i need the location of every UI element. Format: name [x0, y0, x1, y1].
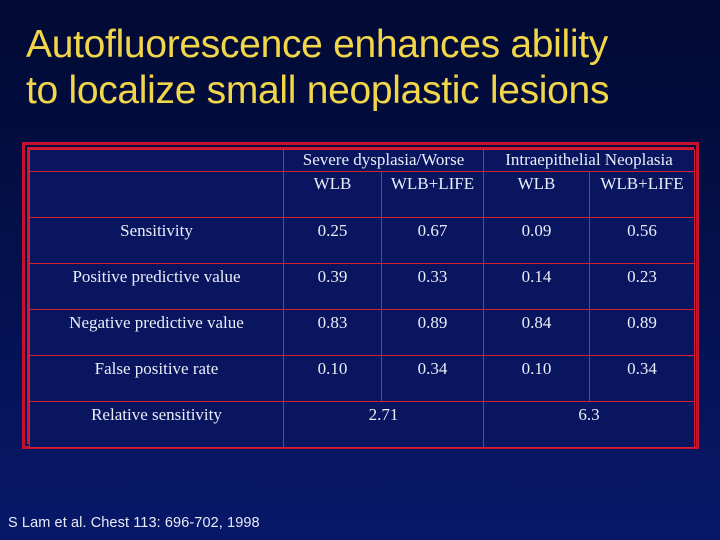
subheader-sd-wlb-life: WLB+LIFE — [381, 171, 484, 218]
table-cell: 0.25 — [283, 217, 382, 264]
row-label: Sensitivity — [29, 217, 284, 264]
table-cell: 0.10 — [283, 355, 382, 402]
subheader-in-wlb-life: WLB+LIFE — [588, 171, 696, 218]
table-row-false-positive-rate: False positive rate 0.10 0.34 0.10 0.34 — [29, 355, 696, 402]
table-cell: 0.56 — [588, 217, 696, 264]
table-cell: 0.89 — [381, 309, 484, 356]
group-header-intraepithelial-neoplasia: Intraepithelial Neoplasia — [482, 149, 696, 172]
table-cell: 0.89 — [588, 309, 696, 356]
table-cell: 0.83 — [283, 309, 382, 356]
row-label: False positive rate — [29, 355, 284, 402]
row-label: Positive predictive value — [29, 263, 284, 310]
table-cell: 0.67 — [381, 217, 484, 264]
row-label: Relative sensitivity — [29, 401, 284, 448]
table-cell: 0.39 — [283, 263, 382, 310]
slide-title: Autofluorescence enhances ability to loc… — [26, 22, 716, 114]
table-row-relative-sensitivity: Relative sensitivity 2.71 6.3 — [29, 401, 696, 448]
group-header-severe-dysplasia: Severe dysplasia/Worse — [283, 149, 484, 172]
results-table: Severe dysplasia/Worse Intraepithelial N… — [29, 149, 696, 448]
table-cell: 0.23 — [588, 263, 696, 310]
table-cell: 0.10 — [483, 355, 590, 402]
table-cell: 0.34 — [381, 355, 484, 402]
table-cell: 0.34 — [588, 355, 696, 402]
table-row-negative-predictive-value: Negative predictive value 0.83 0.89 0.84… — [29, 309, 696, 356]
table-sub-header-row: WLB WLB+LIFE WLB WLB+LIFE — [29, 171, 696, 218]
slide-title-line-1: Autofluorescence enhances ability — [26, 23, 608, 66]
subheader-sd-wlb: WLB — [283, 171, 382, 218]
table-cell: 0.14 — [483, 263, 590, 310]
table-cell: 0.33 — [381, 263, 484, 310]
table-cell: 0.09 — [483, 217, 590, 264]
citation: S Lam et al. Chest 113: 696-702, 1998 — [8, 515, 260, 531]
empty-subheader-cell — [29, 171, 284, 218]
row-label: Negative predictive value — [29, 309, 284, 356]
relative-sensitivity-severe-dysplasia: 2.71 — [283, 401, 484, 448]
relative-sensitivity-intraepithelial-neoplasia: 6.3 — [482, 401, 696, 448]
table-group-header-row: Severe dysplasia/Worse Intraepithelial N… — [29, 149, 696, 172]
slide-title-line-2: to localize small neoplastic lesions — [26, 69, 610, 112]
table-cell: 0.84 — [483, 309, 590, 356]
table-row-sensitivity: Sensitivity 0.25 0.67 0.09 0.56 — [29, 217, 696, 264]
subheader-in-wlb: WLB — [483, 171, 590, 218]
table-row-positive-predictive-value: Positive predictive value 0.39 0.33 0.14… — [29, 263, 696, 310]
empty-header-cell — [29, 149, 284, 172]
